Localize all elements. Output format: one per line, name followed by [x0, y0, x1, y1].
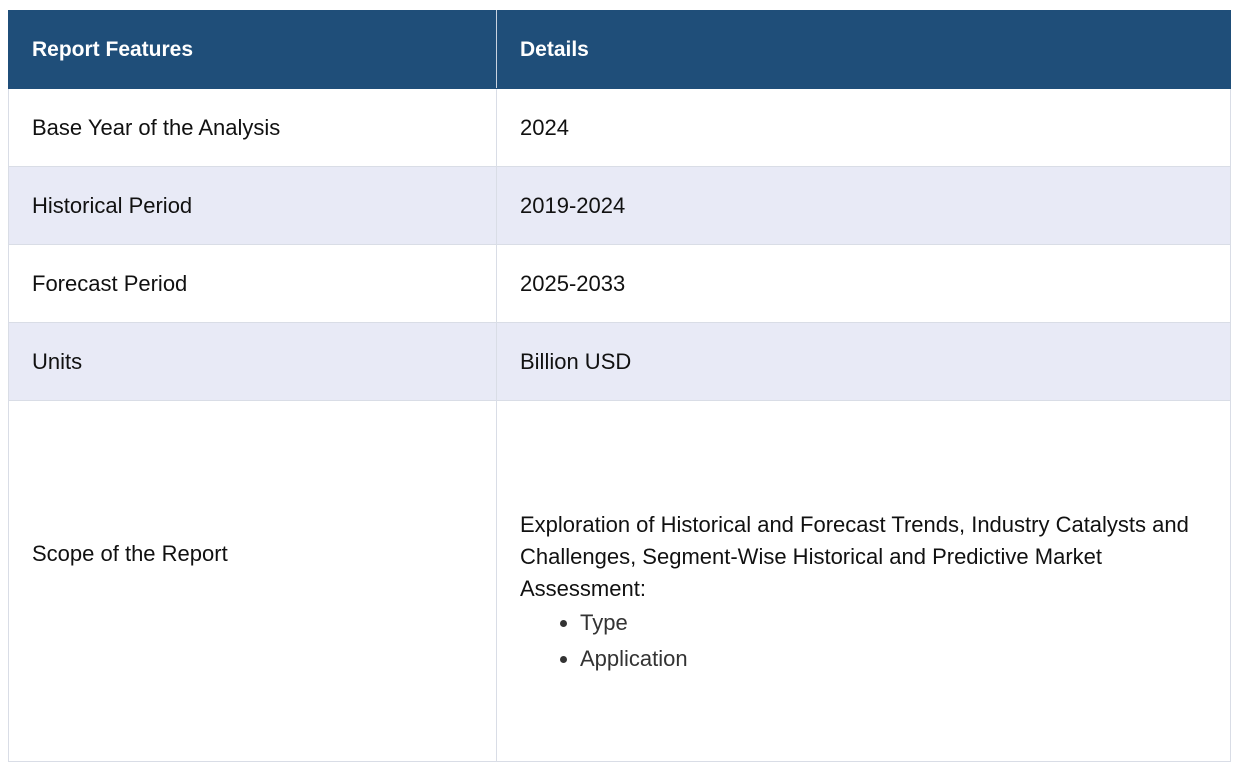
row-detail-scope: Exploration of Historical and Forecast T… [496, 400, 1231, 762]
row-feature-forecast-period: Forecast Period [8, 244, 497, 323]
list-item: Application [580, 641, 1207, 677]
row-feature-scope: Scope of the Report [8, 400, 497, 762]
report-features-table: Report Features Details Base Year of the… [8, 10, 1231, 762]
table-row: Historical Period 2019-2024 [8, 166, 1231, 245]
row-detail-base-year: 2024 [496, 88, 1231, 167]
report-table-container: Report Features Details Base Year of the… [8, 10, 1231, 762]
row-feature-historical-period: Historical Period [8, 166, 497, 245]
header-report-features: Report Features [8, 10, 497, 89]
table-row-scope: Scope of the Report Exploration of Histo… [8, 400, 1231, 762]
table-row: Units Billion USD [8, 322, 1231, 401]
row-detail-historical-period: 2019-2024 [496, 166, 1231, 245]
table-header-row: Report Features Details [8, 10, 1231, 89]
scope-description: Exploration of Historical and Forecast T… [520, 512, 1189, 601]
list-item: Type [580, 605, 1207, 641]
scope-list: Type Application [520, 605, 1207, 677]
header-details: Details [496, 10, 1231, 89]
row-feature-units: Units [8, 322, 497, 401]
row-detail-forecast-period: 2025-2033 [496, 244, 1231, 323]
row-detail-units: Billion USD [496, 322, 1231, 401]
table-row: Base Year of the Analysis 2024 [8, 88, 1231, 167]
table-row: Forecast Period 2025-2033 [8, 244, 1231, 323]
row-feature-base-year: Base Year of the Analysis [8, 88, 497, 167]
